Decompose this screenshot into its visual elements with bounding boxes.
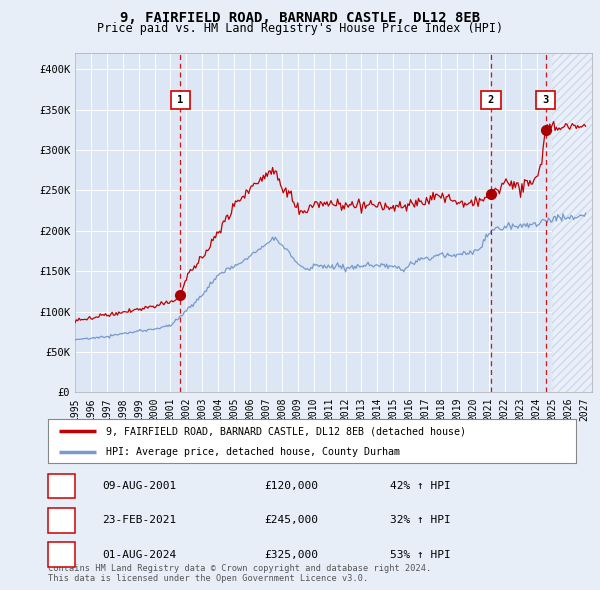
Text: 1: 1 [58, 481, 65, 491]
Bar [553, 53, 592, 392]
Text: Contains HM Land Registry data © Crown copyright and database right 2024.
This d: Contains HM Land Registry data © Crown c… [48, 563, 431, 583]
Text: £245,000: £245,000 [264, 516, 318, 525]
FancyBboxPatch shape [171, 91, 190, 109]
FancyBboxPatch shape [536, 91, 555, 109]
Text: 3: 3 [542, 95, 549, 105]
Text: 09-AUG-2001: 09-AUG-2001 [102, 481, 176, 491]
Text: 53% ↑ HPI: 53% ↑ HPI [390, 550, 451, 559]
Text: 2: 2 [488, 95, 494, 105]
Text: HPI: Average price, detached house, County Durham: HPI: Average price, detached house, Coun… [106, 447, 400, 457]
Text: 1: 1 [177, 95, 184, 105]
Text: 2: 2 [58, 516, 65, 525]
Bar [553, 53, 592, 392]
Text: £325,000: £325,000 [264, 550, 318, 559]
Bar [553, 53, 592, 392]
Text: 23-FEB-2021: 23-FEB-2021 [102, 516, 176, 525]
Bar [553, 53, 592, 392]
FancyBboxPatch shape [481, 91, 500, 109]
Text: 42% ↑ HPI: 42% ↑ HPI [390, 481, 451, 491]
Text: 9, FAIRFIELD ROAD, BARNARD CASTLE, DL12 8EB: 9, FAIRFIELD ROAD, BARNARD CASTLE, DL12 … [120, 11, 480, 25]
Text: £120,000: £120,000 [264, 481, 318, 491]
Text: 32% ↑ HPI: 32% ↑ HPI [390, 516, 451, 525]
Text: 3: 3 [58, 550, 65, 559]
Text: 01-AUG-2024: 01-AUG-2024 [102, 550, 176, 559]
Text: Price paid vs. HM Land Registry's House Price Index (HPI): Price paid vs. HM Land Registry's House … [97, 22, 503, 35]
Text: 9, FAIRFIELD ROAD, BARNARD CASTLE, DL12 8EB (detached house): 9, FAIRFIELD ROAD, BARNARD CASTLE, DL12 … [106, 427, 466, 436]
